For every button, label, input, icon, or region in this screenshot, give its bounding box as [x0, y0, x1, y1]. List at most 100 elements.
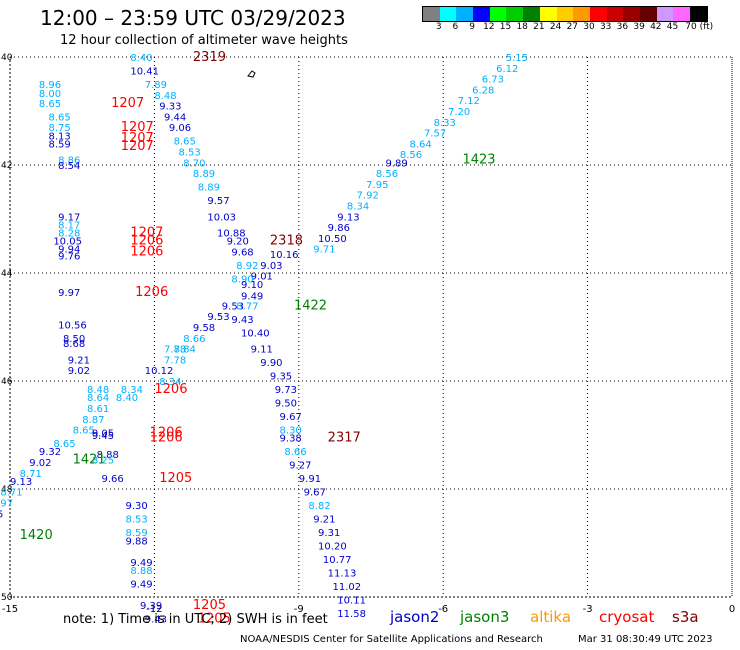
- wave-height-label: 8.54: [58, 161, 80, 172]
- lat-tick-label: 50: [1, 593, 13, 603]
- wave-height-label: 7.78: [164, 355, 186, 366]
- pass-time-label: 1206: [150, 431, 183, 446]
- color-swatch: [623, 7, 640, 21]
- wave-height-label: 9.86: [328, 223, 350, 234]
- wave-height-label: 8.71: [20, 469, 42, 480]
- wave-height-label: 11.58: [337, 609, 366, 620]
- color-scale-label: 21: [533, 22, 545, 32]
- color-swatch: [639, 7, 657, 21]
- pass-time-label: 1207: [121, 120, 154, 135]
- wave-height-label: 8.48: [87, 385, 109, 396]
- wave-height-label: 9.76: [58, 252, 80, 263]
- color-swatch: [489, 7, 507, 21]
- wave-height-label: 6.12: [496, 64, 518, 75]
- lon-tick-label: -3: [583, 604, 593, 615]
- wave-height-label: 8.65: [39, 99, 61, 110]
- wave-height-label: 9.35: [270, 372, 292, 383]
- color-swatch: [523, 7, 540, 21]
- wave-height-label: 9.67: [304, 488, 326, 499]
- color-scale-label: 36: [616, 22, 629, 32]
- units-note: note: 1) Time is in UTC; 2) SWH is in fe…: [63, 612, 328, 627]
- wave-height-label: 9.90: [260, 358, 282, 369]
- small-island: [247, 70, 256, 78]
- lon-tick-label: -12: [146, 604, 162, 615]
- lat-tick-label: 46: [1, 377, 13, 387]
- wave-height-label: 11.02: [332, 582, 361, 593]
- wave-height-label: 6.28: [472, 85, 494, 96]
- lon-tick-label: -9: [294, 604, 304, 615]
- wave-height-label: 9.91: [299, 474, 321, 485]
- color-scale-bar: [422, 6, 708, 22]
- wave-height-label: 8.30: [280, 426, 302, 437]
- wave-height-label: 8.17: [58, 220, 80, 231]
- pass-time-label: 1423: [462, 153, 495, 168]
- wave-height-label: 9.44: [164, 112, 186, 123]
- wave-height-label: 9.03: [260, 261, 282, 272]
- wave-height-label: 8.65: [49, 112, 71, 123]
- wave-height-label: 9.45: [92, 431, 114, 442]
- wave-height-label: 9.27: [289, 461, 311, 472]
- wave-height-label: 9.13: [337, 212, 359, 223]
- pass-time-label: 1205: [198, 612, 231, 627]
- wave-height-label: 10.40: [241, 328, 270, 339]
- wave-height-label: 8.65: [174, 137, 196, 148]
- lat-tick-label: 48: [1, 485, 13, 495]
- pass-time-label: 1206: [135, 285, 168, 300]
- color-swatch: [673, 7, 690, 21]
- wave-height-label: 9.38: [280, 434, 302, 445]
- wave-height-label: 10.41: [130, 67, 159, 78]
- wave-height-label: 8.33: [434, 118, 456, 129]
- wave-height-label: 6.73: [482, 75, 504, 86]
- wave-height-label: 8.87: [82, 415, 104, 426]
- wave-height-label: 9.33: [159, 102, 181, 113]
- legend-jason2: jason2: [390, 608, 440, 626]
- wave-height-label: 9.01: [251, 272, 273, 283]
- wave-height-label: 10.56: [58, 320, 87, 331]
- wave-height-label: 7.20: [448, 107, 470, 118]
- color-swatch: [690, 7, 707, 21]
- wave-height-label: 9.97: [58, 288, 80, 299]
- footer-timestamp: Mar 31 08:30:49 UTC 2023: [578, 634, 713, 645]
- wave-height-label: 10.88: [217, 229, 246, 240]
- wave-height-label: 8.53: [126, 515, 148, 526]
- color-scale-label: 39: [633, 22, 645, 32]
- wave-height-label: 9.49: [130, 580, 152, 591]
- wave-height-label: 8.50: [63, 334, 85, 345]
- wave-height-label: 8.40: [116, 393, 138, 404]
- map-title: 12:00 – 23:59 UTC 03/29/2023: [40, 6, 346, 30]
- wave-height-label: 8.65: [53, 439, 75, 450]
- wave-height-label: 9.58: [193, 323, 215, 334]
- wave-height-label: 8.89: [198, 183, 220, 194]
- color-scale-label: 15: [499, 22, 512, 32]
- wave-height-label: 9.02: [29, 458, 51, 469]
- wave-height-label: 9.21: [313, 515, 335, 526]
- pass-time-label: 2317: [328, 431, 361, 446]
- wave-height-label: 9.21: [68, 355, 90, 366]
- lon-tick-label: -15: [2, 604, 18, 615]
- wave-height-label: 8.86: [58, 156, 80, 167]
- lat-tick-label: 44: [1, 269, 13, 279]
- color-scale-label: 33: [599, 22, 612, 32]
- wave-height-label: 9.73: [275, 385, 297, 396]
- wave-height-label: 9.17: [58, 212, 80, 223]
- wave-height-label: 8.61: [87, 404, 109, 415]
- color-swatch: [506, 7, 524, 21]
- pass-time-label: 1206: [154, 382, 187, 397]
- color-scale-label: 3: [435, 22, 442, 32]
- wave-height-label: 8.89: [193, 169, 215, 180]
- wave-height-label: 8.77: [236, 301, 258, 312]
- wave-height-label: 9.30: [126, 501, 148, 512]
- wave-height-label: 9.11: [251, 345, 273, 356]
- wave-height-label: 9.31: [318, 528, 340, 539]
- wave-height-label: 9.88: [126, 536, 148, 547]
- wave-height-label: 10.16: [270, 250, 299, 261]
- wave-height-label: 9.43: [145, 615, 167, 626]
- color-scale-label: 70 (ft): [685, 22, 714, 32]
- color-scale-label: 45: [666, 22, 679, 32]
- pass-time-label: 1206: [130, 234, 163, 249]
- color-scale-label: 27: [566, 22, 579, 32]
- wave-height-label: 9.10: [241, 280, 263, 291]
- wave-height-label: 9.02: [68, 366, 90, 377]
- wave-height-label: 7.95: [366, 180, 388, 191]
